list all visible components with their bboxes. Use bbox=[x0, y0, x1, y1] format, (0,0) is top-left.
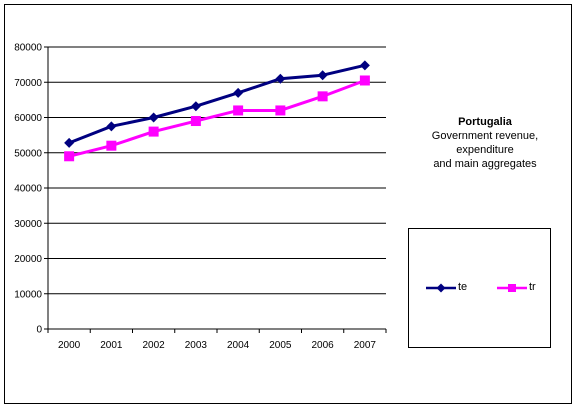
x-tick-label: 2000 bbox=[58, 340, 81, 351]
y-tick-label: 30000 bbox=[14, 219, 42, 230]
data-point-te bbox=[148, 112, 159, 123]
x-tick-label: 2007 bbox=[354, 340, 377, 351]
data-point-te bbox=[190, 101, 201, 112]
data-point-te bbox=[106, 121, 117, 132]
data-point-te bbox=[317, 70, 328, 81]
legend-label-tr: tr bbox=[529, 281, 536, 293]
chart-title: Portugalia bbox=[458, 116, 512, 128]
legend: te tr bbox=[408, 228, 551, 348]
data-point-tr bbox=[317, 91, 328, 102]
y-tick-label: 80000 bbox=[14, 43, 42, 54]
y-tick-label: 20000 bbox=[14, 254, 42, 265]
x-tick-label: 2006 bbox=[312, 340, 335, 351]
data-point-tr bbox=[190, 116, 201, 127]
y-tick-label: 10000 bbox=[14, 289, 42, 300]
x-tick-label: 2003 bbox=[185, 340, 208, 351]
data-point-te bbox=[275, 73, 286, 84]
x-tick-label: 2001 bbox=[100, 340, 123, 351]
data-point-tr bbox=[106, 140, 117, 151]
y-tick-label: 60000 bbox=[14, 113, 42, 124]
y-tick-label: 40000 bbox=[14, 184, 42, 195]
data-point-te bbox=[64, 137, 75, 148]
y-tick-label: 50000 bbox=[14, 148, 42, 159]
y-tick-label: 0 bbox=[36, 325, 42, 336]
legend-swatch-tr bbox=[497, 284, 527, 292]
chart-title-block: Portugalia Government revenue, expenditu… bbox=[410, 115, 560, 171]
chart-subtitle-line-3: and main aggregates bbox=[433, 158, 537, 170]
x-tick-label: 2004 bbox=[227, 340, 250, 351]
legend-label-te: te bbox=[458, 281, 468, 293]
x-tick-label: 2002 bbox=[143, 340, 166, 351]
data-point-tr bbox=[64, 151, 75, 162]
data-point-tr bbox=[148, 126, 159, 137]
chart-subtitle-line-1: Government revenue, bbox=[431, 130, 539, 142]
data-point-te bbox=[233, 87, 244, 98]
x-tick-label: 2005 bbox=[269, 340, 292, 351]
data-point-tr bbox=[233, 105, 244, 116]
y-tick-label: 70000 bbox=[14, 78, 42, 89]
chart-subtitle-line-2: expenditure bbox=[456, 144, 514, 156]
data-point-tr bbox=[275, 105, 286, 116]
series-line-tr bbox=[68, 79, 366, 158]
series-line-te bbox=[68, 63, 366, 145]
data-point-te bbox=[359, 60, 370, 71]
legend-swatch-te bbox=[426, 283, 456, 293]
data-point-tr bbox=[359, 75, 370, 86]
